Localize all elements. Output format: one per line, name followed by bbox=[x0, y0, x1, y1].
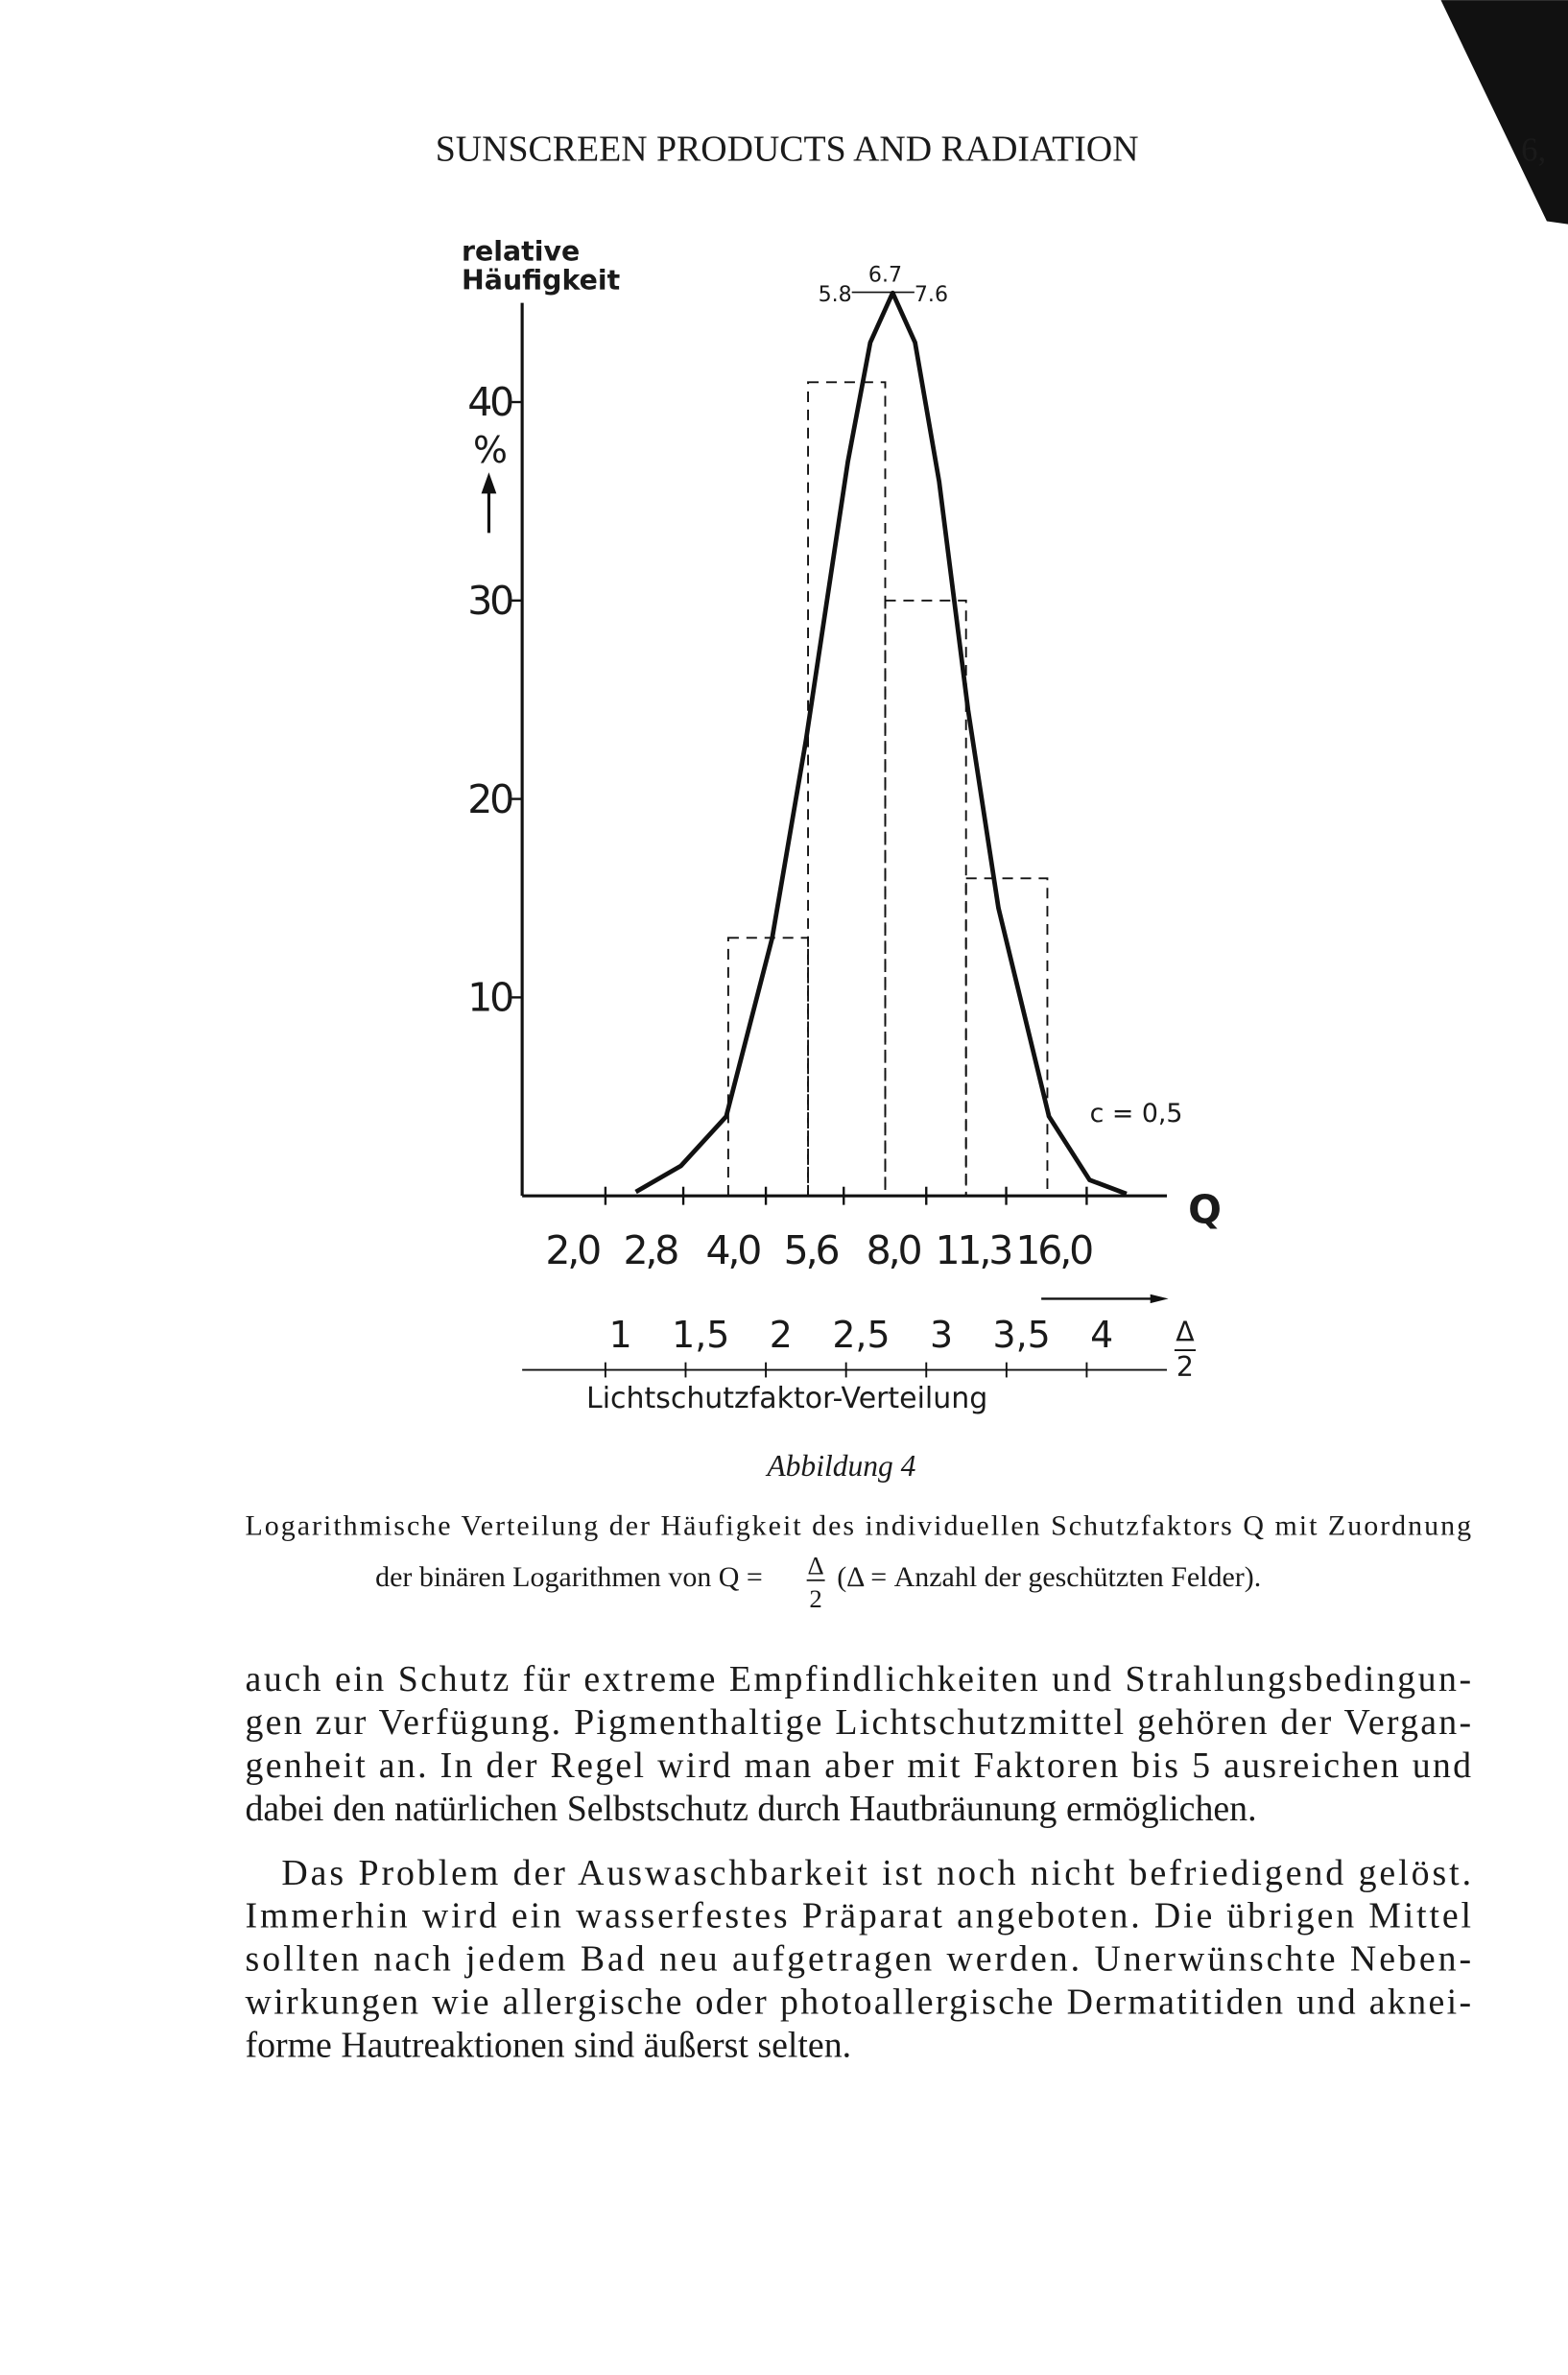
x-axis-label: Q bbox=[1188, 1187, 1222, 1233]
annotation: c = 0,5 bbox=[1090, 1099, 1183, 1128]
scan-corner bbox=[1440, 0, 1568, 225]
peak-label: 6.7 bbox=[868, 264, 902, 288]
x-tick-label: 16,0 bbox=[1015, 1227, 1092, 1273]
fraction-denominator: 2 bbox=[809, 1584, 821, 1613]
body-line: genheit an. In der Regel wird man aber m… bbox=[246, 1746, 1472, 1786]
running-head: SUNSCREEN PRODUCTS AND RADIATION bbox=[436, 129, 1139, 169]
x-tick-label: 4,0 bbox=[706, 1227, 761, 1273]
figure-label: Abbildung 4 bbox=[765, 1449, 915, 1483]
arrow-head bbox=[481, 472, 497, 494]
x2-tick-label: 2 bbox=[770, 1314, 793, 1356]
y-axis-label: Häufigkeit bbox=[462, 264, 620, 296]
x2-tick-label: 3,5 bbox=[993, 1314, 1051, 1356]
body-line: wirkungen wie allergische oder photoalle… bbox=[246, 1983, 1472, 2023]
x2-tick-label: 1 bbox=[609, 1314, 632, 1356]
x-tick-label: 5,6 bbox=[784, 1227, 839, 1273]
histogram-bar bbox=[964, 877, 1049, 1198]
body-text: auch ein Schutz für extreme Empfindlichk… bbox=[246, 1659, 1472, 2066]
body-line: sollten nach jedem Bad neu aufgetragen w… bbox=[246, 1939, 1472, 1980]
peak-label: 7.6 bbox=[915, 283, 948, 307]
page-number: 6, bbox=[1521, 131, 1546, 168]
x2-unit-denominator: 2 bbox=[1176, 1351, 1194, 1383]
fraction-numerator: Δ bbox=[808, 1551, 824, 1579]
y-tick-label: 20 bbox=[467, 776, 512, 822]
caption-line: (Δ = Anzahl der geschützten Felder). bbox=[837, 1561, 1261, 1593]
direction-arrow-head bbox=[1150, 1294, 1169, 1304]
x-tick-label: 8,0 bbox=[867, 1227, 921, 1273]
y-axis-label: relative bbox=[462, 235, 580, 267]
y-tick-label: 30 bbox=[467, 578, 512, 624]
x2-axis-label: Lichtschutzfaktor-Verteilung bbox=[586, 1382, 987, 1415]
x2-tick-label: 1,5 bbox=[672, 1314, 729, 1356]
caption-line: Logarithmische Verteilung der Häufigkeit… bbox=[246, 1509, 1472, 1541]
x2-tick-label: 4 bbox=[1090, 1314, 1113, 1356]
x2-unit-numerator: Δ bbox=[1176, 1317, 1195, 1348]
body-line: dabei den natürlichen Selbstschutz durch… bbox=[246, 1789, 1257, 1829]
x2-tick-label: 2,5 bbox=[832, 1314, 890, 1356]
x-tick-label: 11,3 bbox=[936, 1227, 1011, 1273]
caption-line: der binären Logarithmen von Q = bbox=[375, 1561, 763, 1593]
histogram-bar bbox=[807, 381, 887, 1198]
histogram-bar bbox=[884, 599, 967, 1198]
body-line: forme Hautreaktionen sind äußerst selten… bbox=[246, 2026, 852, 2066]
x2-tick-label: 3 bbox=[930, 1314, 953, 1356]
body-line: Das Problem der Auswaschbarkeit ist noch… bbox=[281, 1853, 1471, 1893]
y-tick-label: 10 bbox=[467, 975, 512, 1021]
body-line: Immerhin wird ein wasserfestes Präparat … bbox=[246, 1896, 1472, 1936]
peak-label: 5.8 bbox=[819, 283, 852, 307]
x-tick-label: 2,0 bbox=[545, 1227, 600, 1273]
y-tick-label: 40 bbox=[467, 379, 512, 425]
y-unit: % bbox=[473, 429, 508, 471]
body-line: auch ein Schutz für extreme Empfindlichk… bbox=[246, 1659, 1472, 1699]
x-tick-label: 2,8 bbox=[623, 1227, 677, 1273]
